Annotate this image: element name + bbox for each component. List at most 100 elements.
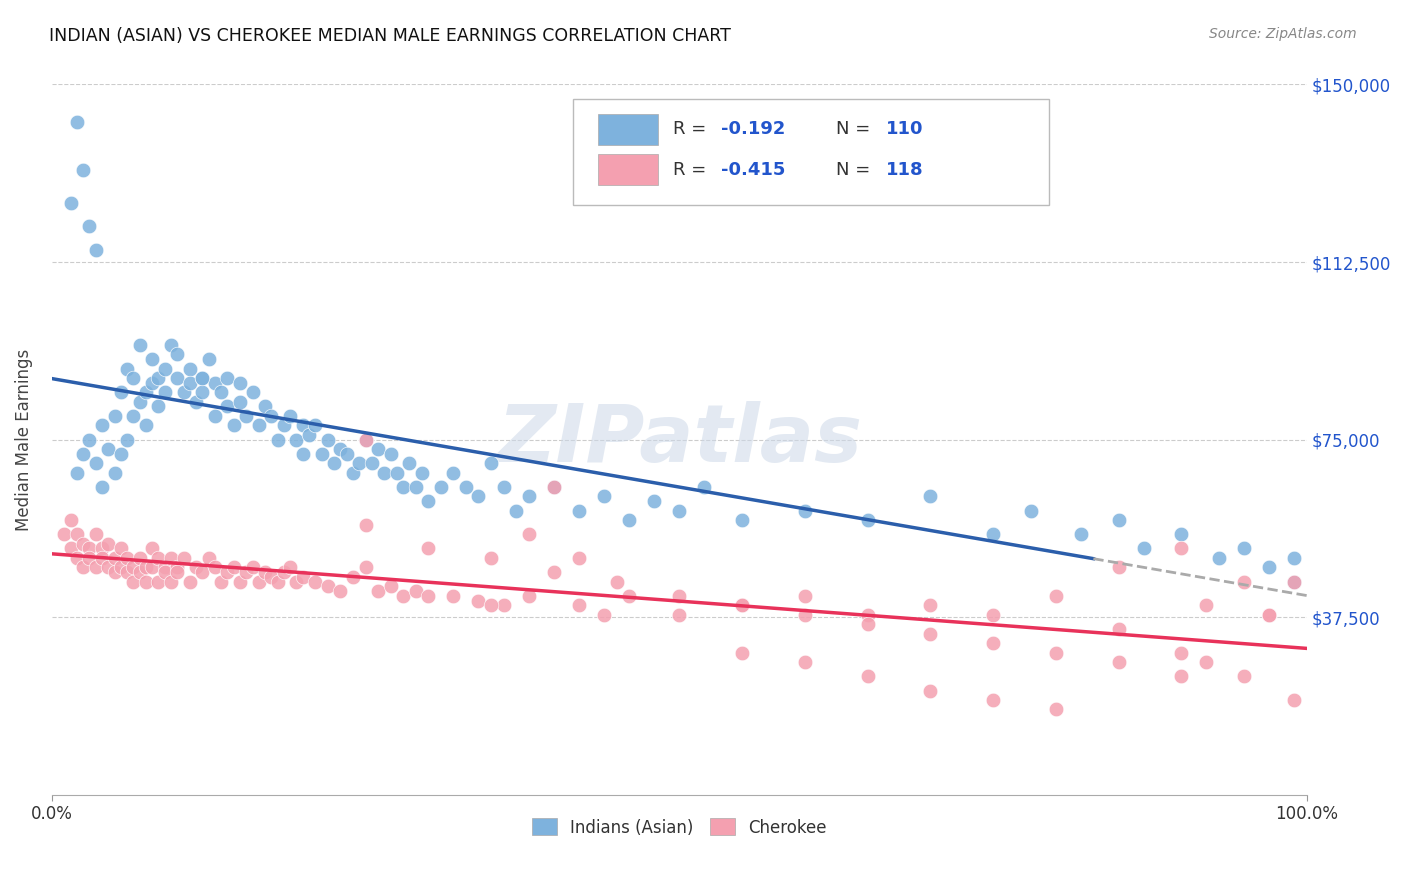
Point	[342, 570, 364, 584]
Point	[229, 376, 252, 390]
Point	[242, 560, 264, 574]
Point	[492, 480, 515, 494]
Point	[617, 513, 640, 527]
Point	[1170, 541, 1192, 556]
Point	[543, 565, 565, 579]
Point	[354, 433, 377, 447]
Point	[1132, 541, 1154, 556]
Point	[304, 574, 326, 589]
Point	[260, 409, 283, 423]
Point	[153, 560, 176, 574]
Point	[1108, 622, 1130, 636]
Point	[360, 456, 382, 470]
Point	[191, 385, 214, 400]
Point	[920, 599, 942, 613]
Point	[91, 418, 114, 433]
Point	[517, 589, 540, 603]
Point	[72, 162, 94, 177]
Point	[79, 551, 101, 566]
Point	[103, 409, 125, 423]
Point	[204, 560, 226, 574]
Point	[856, 513, 879, 527]
Point	[209, 385, 232, 400]
Point	[1282, 574, 1305, 589]
Point	[135, 418, 157, 433]
Point	[72, 560, 94, 574]
Point	[1258, 607, 1281, 622]
Point	[291, 418, 314, 433]
Point	[492, 599, 515, 613]
Point	[1170, 646, 1192, 660]
Point	[254, 400, 277, 414]
Point	[91, 480, 114, 494]
Point	[72, 537, 94, 551]
Point	[981, 636, 1004, 650]
Point	[148, 574, 170, 589]
Point	[1108, 513, 1130, 527]
Point	[731, 513, 754, 527]
Point	[59, 195, 82, 210]
Point	[316, 433, 339, 447]
Point	[247, 418, 270, 433]
Point	[316, 579, 339, 593]
Point	[173, 385, 195, 400]
Point	[467, 489, 489, 503]
Point	[242, 385, 264, 400]
Point	[115, 361, 138, 376]
Point	[97, 560, 120, 574]
Point	[122, 574, 145, 589]
Point	[84, 527, 107, 541]
Point	[441, 466, 464, 480]
Point	[430, 480, 453, 494]
Point	[380, 579, 402, 593]
Point	[184, 394, 207, 409]
Point	[693, 480, 716, 494]
Point	[79, 433, 101, 447]
Point	[731, 599, 754, 613]
Point	[235, 565, 257, 579]
Point	[920, 683, 942, 698]
Point	[160, 338, 183, 352]
Point	[1258, 607, 1281, 622]
Point	[128, 394, 150, 409]
Point	[793, 589, 815, 603]
Point	[278, 560, 301, 574]
Point	[291, 447, 314, 461]
Point	[166, 347, 188, 361]
Point	[405, 480, 427, 494]
Point	[148, 400, 170, 414]
Point	[411, 466, 433, 480]
Point	[217, 400, 239, 414]
Point	[110, 541, 132, 556]
Point	[367, 442, 389, 456]
Point	[568, 503, 591, 517]
Text: R =: R =	[673, 120, 711, 138]
Point	[103, 565, 125, 579]
Point	[418, 494, 440, 508]
Point	[793, 503, 815, 517]
Point	[278, 409, 301, 423]
Point	[266, 574, 288, 589]
Point	[1019, 503, 1042, 517]
Point	[66, 466, 89, 480]
Point	[179, 574, 201, 589]
Point	[191, 371, 214, 385]
Point	[97, 442, 120, 456]
Point	[148, 551, 170, 566]
Point	[392, 480, 415, 494]
Point	[1258, 560, 1281, 574]
Point	[1282, 574, 1305, 589]
Point	[1195, 599, 1218, 613]
Point	[148, 371, 170, 385]
Point	[479, 599, 502, 613]
Point	[479, 551, 502, 566]
Point	[53, 527, 76, 541]
Point	[668, 607, 690, 622]
Point	[153, 361, 176, 376]
Point	[405, 584, 427, 599]
Point	[981, 607, 1004, 622]
Point	[418, 541, 440, 556]
FancyBboxPatch shape	[598, 113, 658, 145]
Point	[517, 489, 540, 503]
Point	[354, 560, 377, 574]
